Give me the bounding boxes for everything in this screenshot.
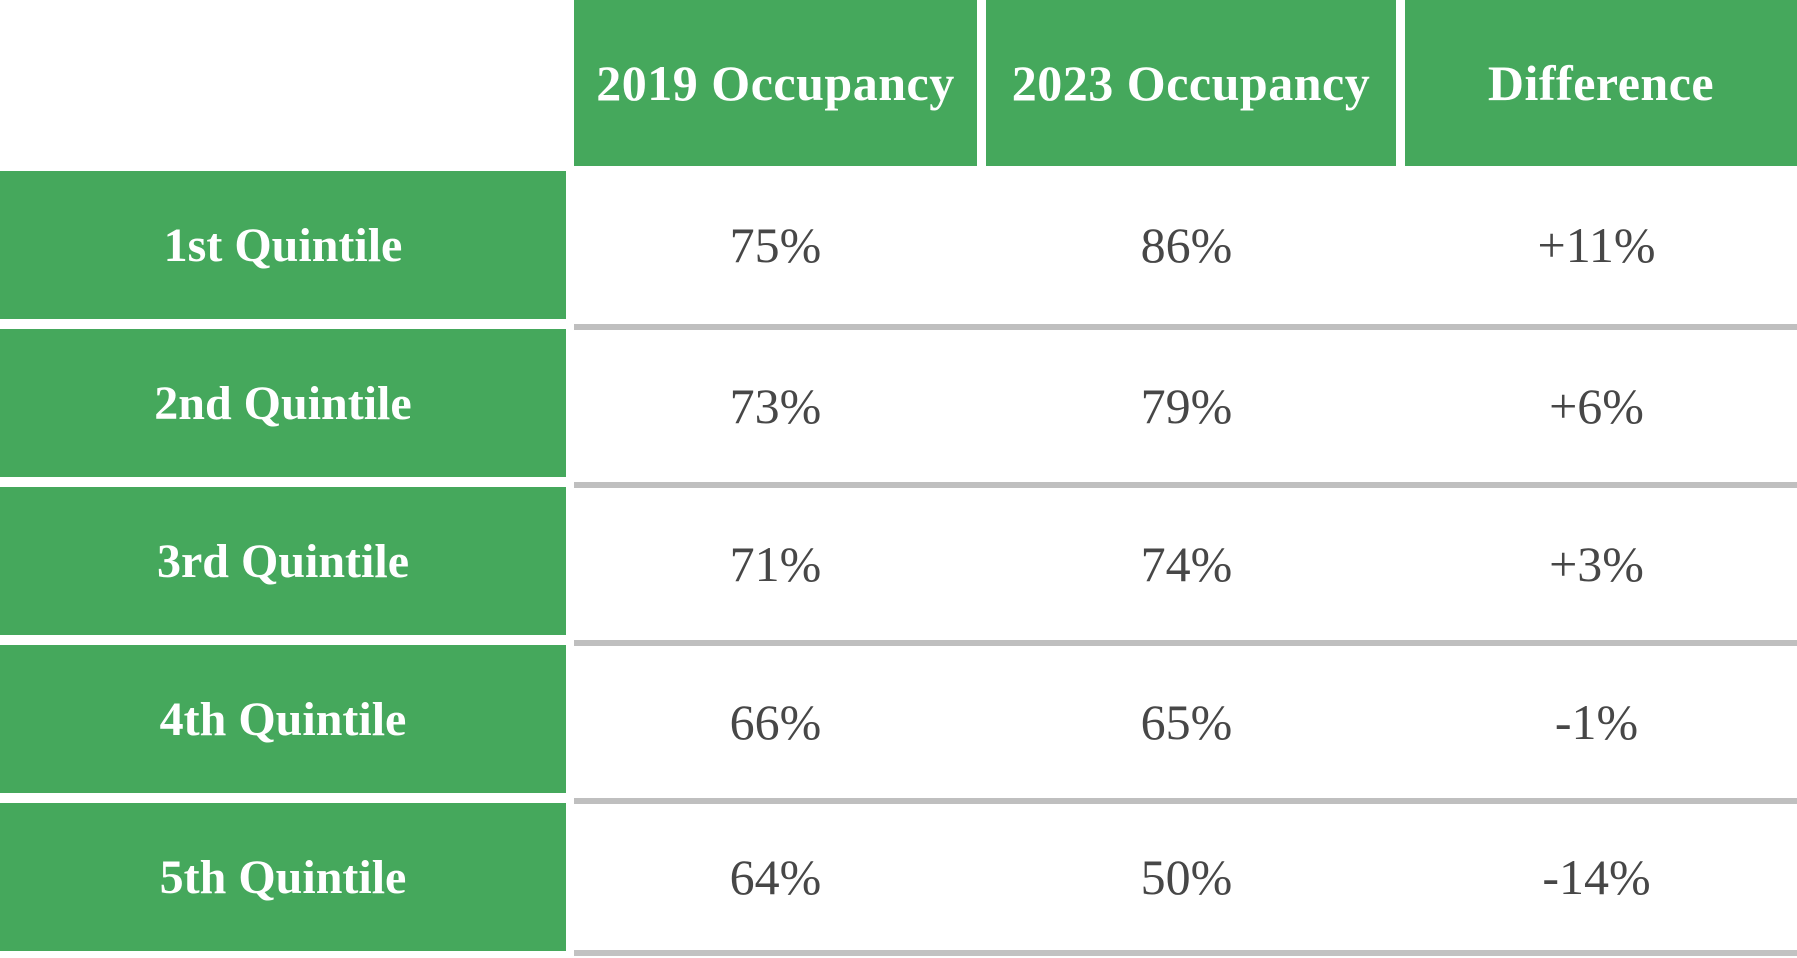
value-2nd-quintile-2019: 73% <box>574 324 977 482</box>
row-label-2nd-quintile: 2nd Quintile <box>0 324 574 482</box>
value-1st-quintile-2023: 86% <box>977 166 1396 324</box>
value-4th-quintile-2019: 66% <box>574 640 977 798</box>
row-label-5th-quintile: 5th Quintile <box>0 798 574 956</box>
value-3rd-quintile-2023: 74% <box>977 482 1396 640</box>
value-4th-quintile-difference: -1% <box>1396 640 1797 798</box>
row-label-4th-quintile: 4th Quintile <box>0 640 574 798</box>
value-1st-quintile-difference: +11% <box>1396 166 1797 324</box>
value-5th-quintile-difference: -14% <box>1396 798 1797 956</box>
column-header-difference: Difference <box>1396 0 1797 166</box>
row-label-3rd-quintile: 3rd Quintile <box>0 482 574 640</box>
value-5th-quintile-2023: 50% <box>977 798 1396 956</box>
row-label-1st-quintile: 1st Quintile <box>0 166 574 324</box>
column-header-2023-occupancy: 2023 Occupancy <box>977 0 1396 166</box>
value-5th-quintile-2019: 64% <box>574 798 977 956</box>
value-1st-quintile-2019: 75% <box>574 166 977 324</box>
value-3rd-quintile-difference: +3% <box>1396 482 1797 640</box>
value-4th-quintile-2023: 65% <box>977 640 1396 798</box>
value-3rd-quintile-2019: 71% <box>574 482 977 640</box>
value-2nd-quintile-difference: +6% <box>1396 324 1797 482</box>
column-header-2019-occupancy: 2019 Occupancy <box>574 0 977 166</box>
value-2nd-quintile-2023: 79% <box>977 324 1396 482</box>
corner-cell <box>0 0 574 166</box>
